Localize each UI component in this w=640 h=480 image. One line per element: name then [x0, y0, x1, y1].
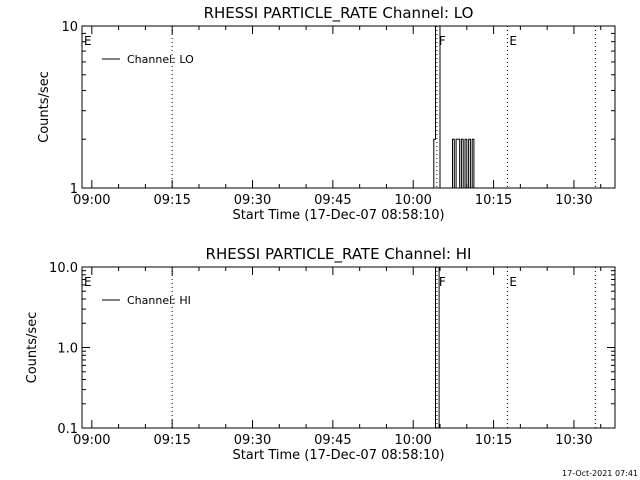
y-tick-label: 1.0: [57, 342, 78, 357]
data-series-line: [431, 25, 476, 189]
x-tick-label: 09:45: [314, 193, 351, 208]
x-tick-label: 10:15: [475, 433, 512, 448]
flag-label: E: [509, 275, 517, 289]
x-tick-label: 09:00: [73, 193, 110, 208]
flag-label: E: [84, 34, 92, 48]
x-tick-label: 10:00: [394, 193, 431, 208]
y-tick-label: 10.0: [49, 261, 78, 276]
x-tick-label: 09:15: [153, 433, 190, 448]
y-tick-label: 0.1: [57, 422, 78, 437]
x-tick-label: 10:30: [555, 433, 592, 448]
chart-title: RHESSI PARTICLE_RATE Channel: LO: [204, 4, 474, 23]
legend-label: Channel: LO: [127, 53, 194, 66]
plot-frame: [81, 25, 616, 189]
flag-label: E: [84, 275, 92, 289]
x-tick-label: 09:00: [73, 433, 110, 448]
x-tick-label: 09:45: [314, 433, 351, 448]
hi-channel-panel: RHESSI PARTICLE_RATE Channel: HI 09:00 09:…: [25, 245, 616, 463]
generation-timestamp: 17-Oct-2021 07:41: [562, 469, 638, 478]
lo-channel-panel: RHESSI PARTICLE_RATE Channel: LO 09:00 09:…: [37, 4, 616, 223]
legend-label: Channel: HI: [127, 294, 191, 307]
plot-frame: [81, 266, 616, 429]
x-tick-label: 10:15: [475, 193, 512, 208]
x-tick-label: 09:30: [234, 433, 271, 448]
flag-label: F: [439, 34, 446, 48]
flag-label: E: [509, 34, 517, 48]
x-axis-label: Start Time (17-Dec-07 08:58:10): [232, 208, 444, 223]
x-axis-label: Start Time (17-Dec-07 08:58:10): [232, 448, 444, 463]
chart-title: RHESSI PARTICLE_RATE Channel: HI: [206, 245, 472, 264]
y-axis-label: Counts/sec: [25, 312, 40, 384]
x-tick-label: 09:30: [234, 193, 271, 208]
y-tick-label: 10: [61, 20, 78, 35]
x-tick-label: 10:30: [555, 193, 592, 208]
y-axis-label: Counts/sec: [37, 71, 52, 143]
y-tick-label: 1: [70, 182, 78, 197]
x-tick-label: 10:00: [394, 433, 431, 448]
flag-label: F: [439, 275, 446, 289]
data-series-line: [434, 266, 440, 429]
x-tick-label: 09:15: [153, 193, 190, 208]
